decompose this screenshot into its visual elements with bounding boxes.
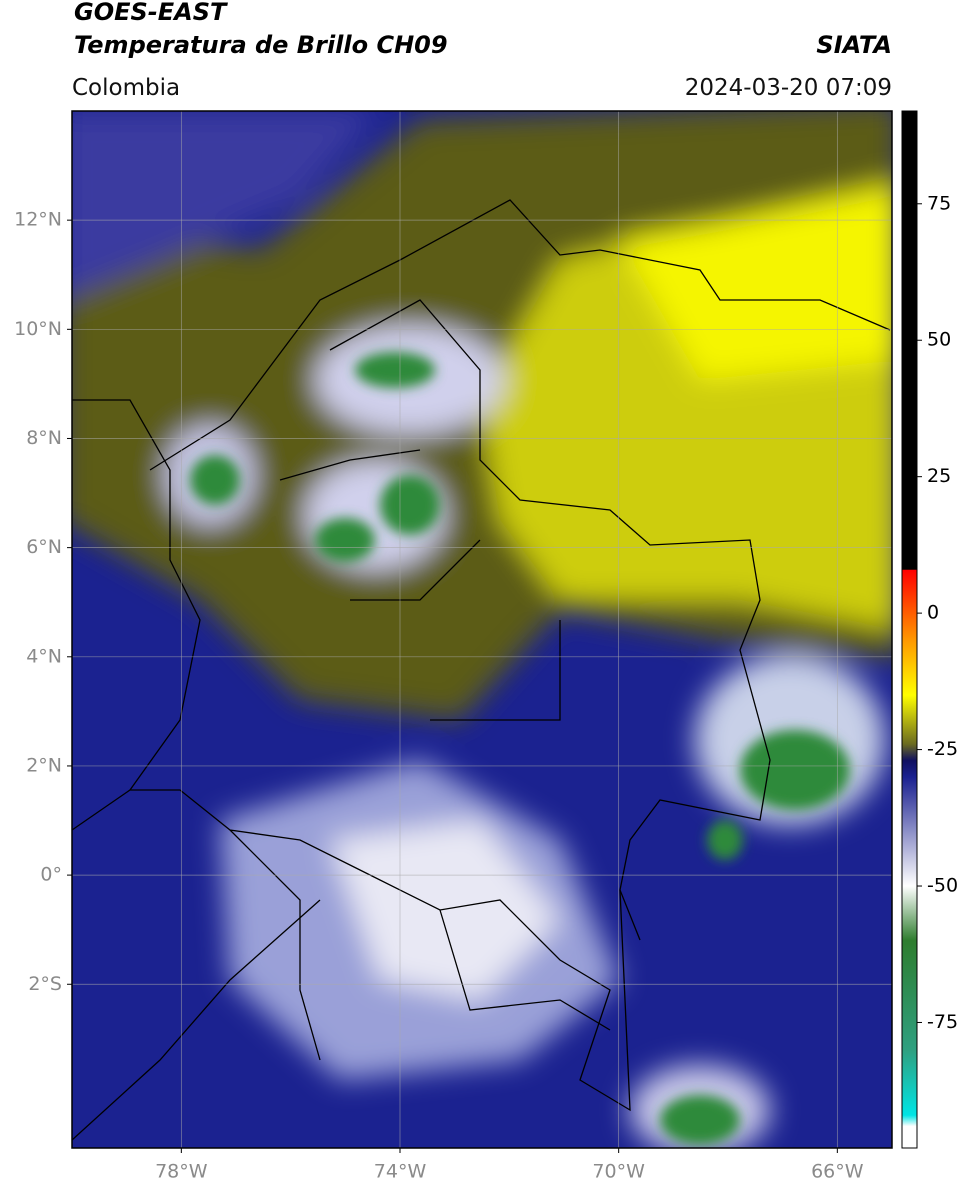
lat-tick-label: 0° [40, 864, 62, 886]
source: SIATA [816, 31, 892, 59]
lon-tick-label: 74°W [374, 1161, 427, 1183]
lat-tick-label: 10°N [14, 318, 62, 340]
colorbar-tick-label: -50 [927, 875, 958, 897]
lat-tick-label: 4°N [26, 645, 62, 667]
map-frame [71, 110, 893, 1149]
colorbar [901, 110, 918, 1149]
colorbar-tick-label: 25 [927, 465, 951, 487]
colorbar-tick-label: 75 [927, 192, 951, 214]
lat-tick-label: 8°N [26, 427, 62, 449]
colorbar-tick-label: 50 [927, 329, 951, 351]
colorbar-tick-label: 0 [927, 602, 939, 624]
colorbar-tick-label: -75 [927, 1011, 958, 1033]
product-title: Temperatura de Brillo CH09 [74, 31, 448, 59]
lon-tick-label: 70°W [592, 1161, 645, 1183]
satellite-title: GOES-EAST [74, 0, 228, 26]
lat-tick-label: 2°S [28, 973, 62, 995]
lat-tick-label: 6°N [26, 536, 62, 558]
graticule [72, 111, 892, 1148]
lat-tick-label: 2°N [26, 754, 62, 776]
datetime: 2024-03-20 07:09 [685, 75, 892, 101]
colorbar-tick-label: -25 [927, 738, 958, 760]
region: Colombia [72, 75, 180, 101]
lat-tick-label: 12°N [14, 209, 62, 231]
lon-tick-label: 78°W [155, 1161, 208, 1183]
lon-tick-label: 66°W [811, 1161, 864, 1183]
satellite-imagery [72, 111, 892, 1148]
